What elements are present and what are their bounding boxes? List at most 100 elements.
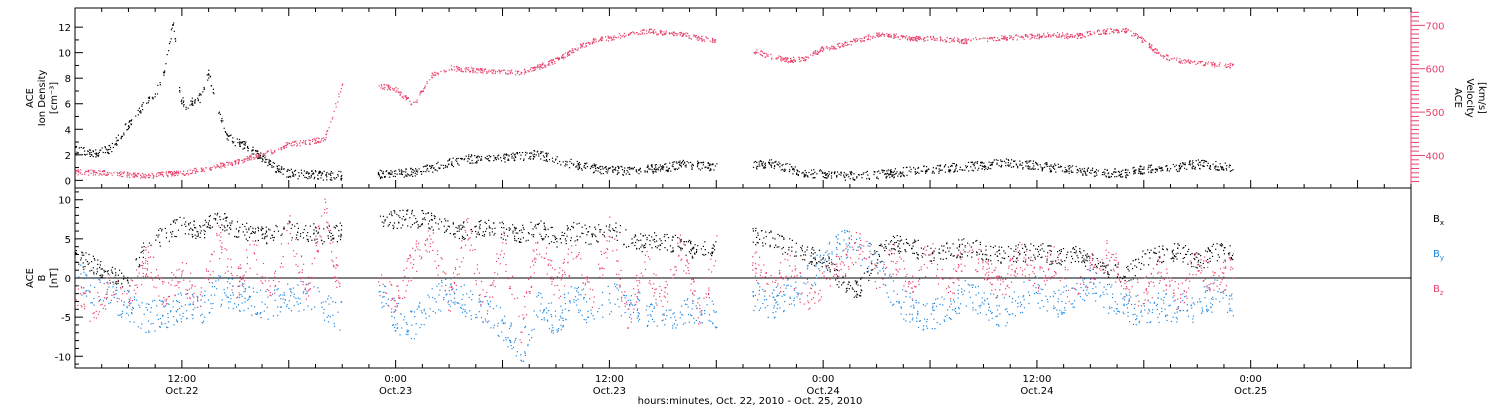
- bx-point: [812, 246, 814, 249]
- density-point: [653, 168, 655, 170]
- bx-point: [1064, 260, 1066, 262]
- velocity-point: [830, 47, 832, 49]
- bx-point: [466, 234, 468, 236]
- density-point: [308, 173, 310, 175]
- density-point: [221, 117, 223, 120]
- bx-point: [778, 246, 780, 248]
- density-point: [1086, 170, 1089, 172]
- density-point: [208, 74, 210, 76]
- density-point: [605, 168, 607, 170]
- velocity-point: [601, 39, 603, 41]
- density-point: [308, 172, 310, 174]
- bx-point: [1099, 261, 1101, 263]
- velocity-point: [554, 62, 556, 64]
- velocity-point: [1104, 30, 1106, 32]
- density-point: [1046, 164, 1048, 166]
- bx-point: [1060, 259, 1062, 261]
- bx-point: [172, 220, 174, 222]
- velocity-point: [957, 40, 959, 42]
- density-point: [104, 146, 106, 148]
- density-point: [552, 160, 554, 162]
- bx-point: [1172, 253, 1174, 255]
- bx-point: [270, 237, 272, 239]
- velocity-point: [1200, 61, 1202, 63]
- density-point: [1104, 168, 1106, 170]
- density-point: [1192, 162, 1194, 164]
- bx-point: [694, 244, 696, 246]
- bx-point: [941, 245, 943, 247]
- bx-point: [1050, 245, 1052, 247]
- density-point: [1150, 172, 1152, 174]
- bx-point: [656, 240, 658, 242]
- velocity-point: [799, 57, 801, 59]
- bx-point: [1016, 257, 1018, 259]
- velocity-point: [696, 38, 698, 40]
- bx-point: [1103, 265, 1105, 267]
- velocity-point: [1199, 61, 1201, 63]
- density-point: [165, 63, 167, 65]
- density-point: [833, 173, 836, 175]
- density-point: [665, 170, 667, 172]
- velocity-point: [536, 66, 538, 68]
- bx-point: [142, 242, 145, 244]
- velocity-point: [1184, 62, 1186, 64]
- velocity-point: [1218, 63, 1220, 66]
- velocity-point: [609, 37, 611, 39]
- bx-point: [501, 226, 503, 229]
- bx-point: [121, 272, 123, 274]
- bx-point: [781, 235, 783, 237]
- bx-point: [1015, 245, 1017, 247]
- bx-point: [693, 246, 695, 248]
- bx-point: [820, 259, 822, 261]
- bx-point: [1049, 249, 1051, 252]
- density-point: [951, 165, 953, 167]
- velocity-point: [903, 35, 905, 37]
- velocity-point: [640, 30, 642, 32]
- velocity-point: [696, 37, 699, 39]
- density-point: [889, 173, 891, 175]
- density-point: [781, 164, 783, 167]
- velocity-point: [1151, 49, 1154, 51]
- velocity-point: [986, 37, 988, 39]
- density-point: [169, 41, 171, 43]
- density-point: [486, 155, 488, 157]
- velocity-point: [1000, 37, 1003, 40]
- bx-point: [908, 244, 911, 246]
- velocity-point: [1102, 32, 1105, 34]
- bx-point: [81, 254, 83, 256]
- bx-point: [161, 228, 163, 230]
- density-point: [494, 156, 496, 159]
- velocity-point: [1027, 35, 1029, 37]
- density-point: [1197, 159, 1199, 161]
- density-point: [1057, 166, 1059, 168]
- density-point: [970, 166, 972, 168]
- bx-point: [611, 236, 613, 238]
- velocity-point: [538, 66, 540, 69]
- bx-point: [509, 228, 511, 230]
- density-point: [709, 170, 711, 172]
- bx-point: [95, 273, 98, 275]
- bx-point: [700, 248, 702, 250]
- bx-point: [224, 217, 226, 219]
- density-point: [159, 82, 161, 84]
- density-point: [142, 102, 144, 104]
- velocity-point: [661, 30, 663, 32]
- velocity-point: [989, 36, 991, 39]
- bx-point: [1182, 261, 1184, 263]
- density-point: [170, 29, 172, 31]
- bx-point: [672, 250, 674, 252]
- density-point: [631, 168, 633, 170]
- bx-point: [633, 236, 635, 238]
- density-point: [836, 171, 839, 173]
- density-point: [939, 165, 941, 167]
- velocity-point: [167, 176, 169, 178]
- density-point: [1054, 163, 1056, 165]
- density-point: [244, 144, 246, 146]
- velocity-point: [305, 140, 307, 142]
- velocity-point: [871, 37, 873, 39]
- velocity-point: [571, 50, 573, 52]
- bx-point: [1207, 247, 1209, 249]
- bx-point: [503, 232, 505, 234]
- density-point: [959, 169, 961, 171]
- velocity-point: [997, 37, 999, 39]
